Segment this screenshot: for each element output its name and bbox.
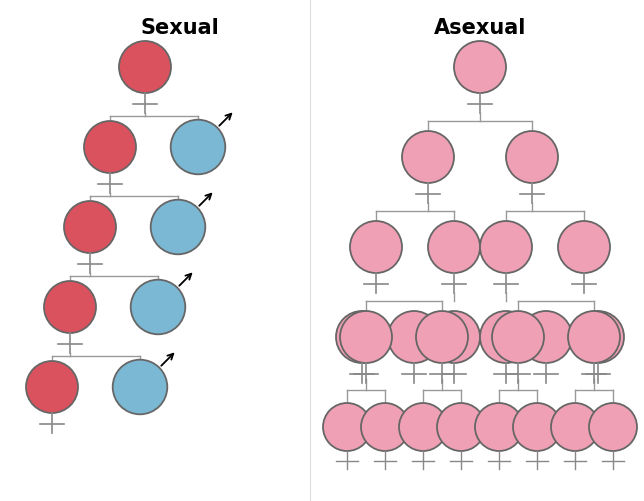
Circle shape [151, 200, 205, 255]
Circle shape [119, 42, 171, 94]
Circle shape [84, 122, 136, 174]
Circle shape [64, 201, 116, 254]
Circle shape [454, 42, 506, 94]
Circle shape [480, 221, 532, 274]
Circle shape [428, 221, 480, 274]
Text: Asexual: Asexual [434, 18, 526, 38]
Circle shape [171, 120, 225, 175]
Circle shape [492, 312, 544, 363]
Circle shape [568, 312, 620, 363]
Circle shape [113, 360, 167, 414]
Circle shape [437, 403, 485, 451]
Circle shape [589, 403, 637, 451]
Circle shape [558, 221, 610, 274]
Circle shape [551, 403, 599, 451]
Circle shape [513, 403, 561, 451]
Circle shape [416, 312, 468, 363]
Circle shape [323, 403, 371, 451]
Circle shape [572, 312, 624, 363]
Circle shape [131, 280, 185, 335]
Circle shape [520, 312, 572, 363]
Circle shape [350, 221, 402, 274]
Text: Sexual: Sexual [140, 18, 220, 38]
Circle shape [388, 312, 440, 363]
Circle shape [44, 282, 96, 333]
Circle shape [506, 132, 558, 184]
Circle shape [475, 403, 523, 451]
Circle shape [340, 312, 392, 363]
Circle shape [26, 361, 78, 413]
Circle shape [336, 312, 388, 363]
Circle shape [480, 312, 532, 363]
Circle shape [402, 132, 454, 184]
Circle shape [399, 403, 447, 451]
Circle shape [428, 312, 480, 363]
Circle shape [361, 403, 409, 451]
